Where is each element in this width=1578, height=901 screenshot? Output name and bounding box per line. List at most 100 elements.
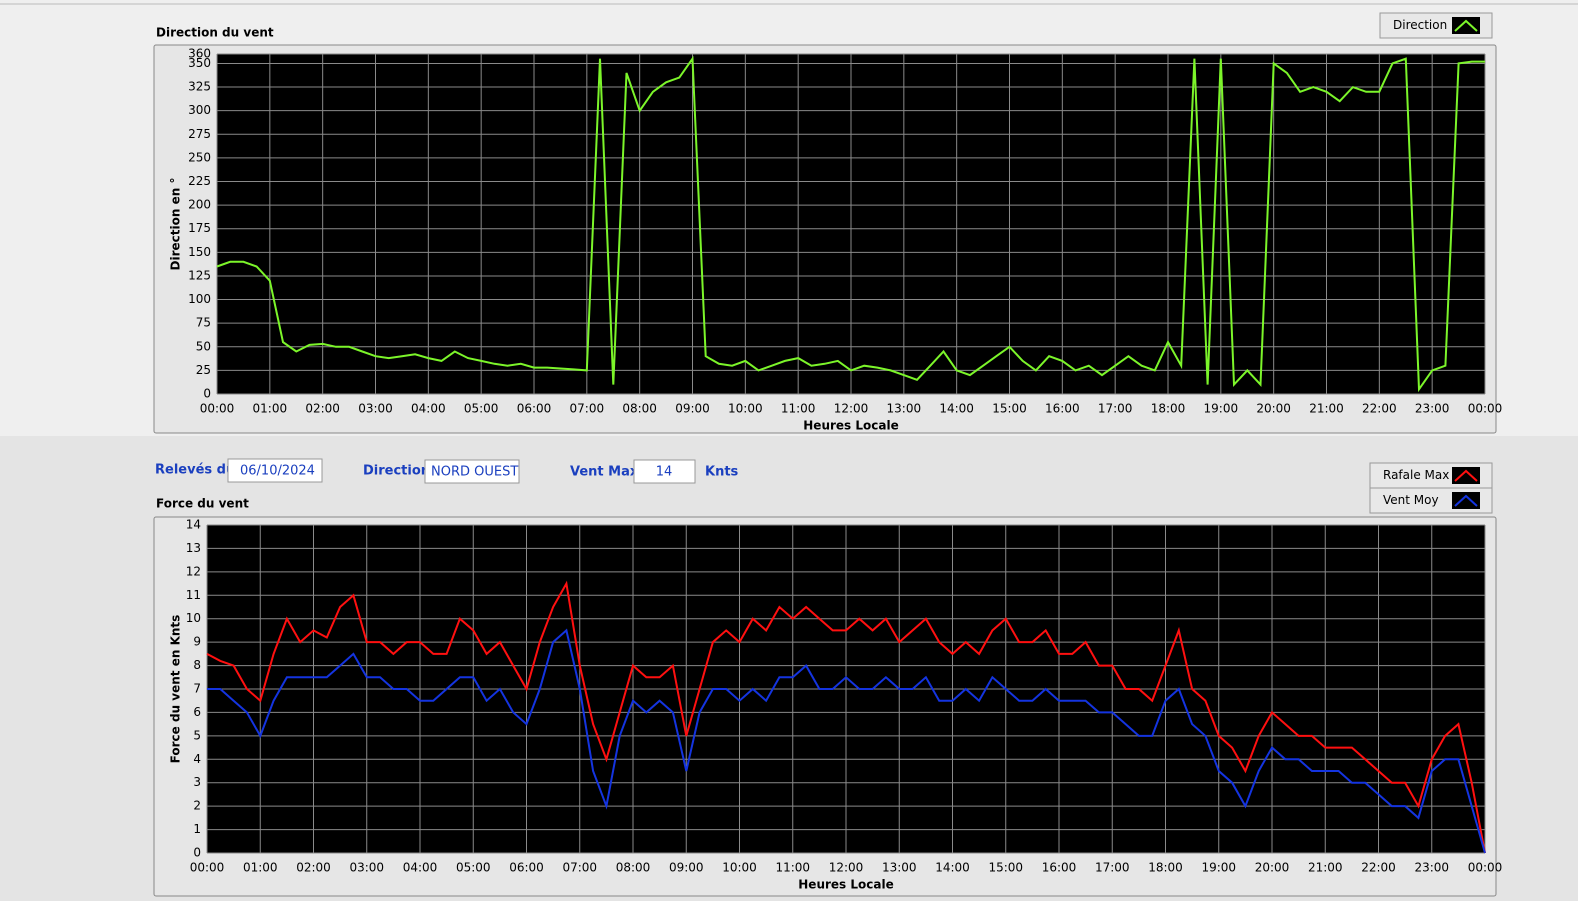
y-tick-label: 360 <box>188 47 211 61</box>
x-tick-label: 00:00 <box>200 402 235 416</box>
x-tick-label: 05:00 <box>456 861 491 875</box>
x-tick-label: 15:00 <box>988 861 1023 875</box>
legend-label: Vent Moy <box>1383 493 1439 507</box>
y-tick-label: 350 <box>188 56 211 70</box>
y-tick-label: 3 <box>193 775 201 789</box>
y-tick-label: 0 <box>193 846 201 860</box>
x-tick-label: 10:00 <box>722 861 757 875</box>
x-tick-label: 07:00 <box>570 402 605 416</box>
y-tick-label: 0 <box>203 387 211 401</box>
y-tick-label: 12 <box>186 564 201 578</box>
y-tick-label: 9 <box>193 635 201 649</box>
y-tick-label: 11 <box>186 588 201 602</box>
y-tick-label: 100 <box>188 292 211 306</box>
y-tick-label: 14 <box>186 518 201 532</box>
x-tick-label: 16:00 <box>1042 861 1077 875</box>
x-tick-label: 21:00 <box>1309 402 1344 416</box>
x-tick-label: 09:00 <box>669 861 704 875</box>
x-tick-label: 19:00 <box>1204 402 1239 416</box>
x-tick-label: 00:00 <box>190 861 225 875</box>
direction-label: Direction <box>363 464 430 479</box>
legend-icon <box>1452 492 1480 509</box>
x-tick-label: 02:00 <box>305 402 340 416</box>
vent-max-value: 14 <box>656 465 673 480</box>
series-line <box>206 580 1486 854</box>
y-tick-label: 125 <box>188 268 211 282</box>
x-tick-label: 14:00 <box>935 861 970 875</box>
x-tick-label: 00:00 <box>1468 402 1503 416</box>
releves-label: Relevés du <box>155 463 235 478</box>
x-tick-label: 04:00 <box>403 861 438 875</box>
x-tick-label: 22:00 <box>1361 861 1396 875</box>
x-tick-label: 06:00 <box>517 402 552 416</box>
x-tick-label: 13:00 <box>887 402 922 416</box>
y-tick-label: 2 <box>193 799 201 813</box>
x-tick-label: 15:00 <box>992 402 1027 416</box>
series-line <box>216 55 1485 393</box>
x-tick-label: 05:00 <box>464 402 499 416</box>
y-tick-label: 200 <box>188 198 211 212</box>
x-tick-label: 11:00 <box>775 861 810 875</box>
legend-label: Direction <box>1393 18 1447 32</box>
x-tick-label: 16:00 <box>1045 402 1080 416</box>
x-tick-label: 02:00 <box>296 861 331 875</box>
y-tick-label: 300 <box>188 103 211 117</box>
y-tick-label: 7 <box>193 682 201 696</box>
x-tick-label: 11:00 <box>781 402 816 416</box>
x-tick-label: 03:00 <box>358 402 393 416</box>
x-tick-label: 03:00 <box>349 861 384 875</box>
x-tick-label: 13:00 <box>882 861 917 875</box>
x-axis-label: Heures Locale <box>803 419 898 433</box>
x-tick-label: 14:00 <box>939 402 974 416</box>
y-axis-label: Direction en ° <box>169 178 183 271</box>
x-tick-label: 07:00 <box>562 861 597 875</box>
direction-value: NORD OUEST <box>431 465 518 480</box>
x-tick-label: 18:00 <box>1148 861 1183 875</box>
y-tick-label: 1 <box>193 822 201 836</box>
x-tick-label: 20:00 <box>1256 402 1291 416</box>
y-tick-label: 6 <box>193 705 201 719</box>
series-line <box>207 628 1486 854</box>
y-tick-label: 275 <box>188 127 211 141</box>
x-tick-label: 08:00 <box>622 402 657 416</box>
x-tick-label: 00:00 <box>1468 861 1503 875</box>
y-tick-label: 225 <box>188 174 211 188</box>
legend-swatch <box>1454 19 1478 32</box>
x-tick-label: 01:00 <box>243 861 278 875</box>
legend-swatch <box>1454 494 1478 507</box>
y-tick-label: 325 <box>188 80 211 94</box>
unit-label: Knts <box>705 465 739 480</box>
x-tick-label: 12:00 <box>829 861 864 875</box>
legend-icon <box>1452 17 1480 34</box>
y-tick-label: 25 <box>196 363 211 377</box>
x-tick-label: 21:00 <box>1308 861 1343 875</box>
x-tick-label: 19:00 <box>1201 861 1236 875</box>
vent-max-field[interactable] <box>633 459 696 484</box>
direction-field[interactable] <box>424 459 520 484</box>
date-field[interactable] <box>227 458 323 483</box>
legend-swatch <box>1454 469 1478 482</box>
x-tick-label: 10:00 <box>728 402 763 416</box>
x-tick-label: 17:00 <box>1098 402 1133 416</box>
y-tick-label: 13 <box>186 541 201 555</box>
date-value: 06/10/2024 <box>240 464 315 479</box>
chart-title: Direction du vent <box>156 26 274 40</box>
x-tick-label: 04:00 <box>411 402 446 416</box>
y-tick-label: 75 <box>196 316 211 330</box>
y-tick-label: 175 <box>188 221 211 235</box>
x-tick-label: 23:00 <box>1415 402 1450 416</box>
x-tick-label: 23:00 <box>1414 861 1449 875</box>
y-tick-label: 150 <box>188 245 211 259</box>
x-tick-label: 01:00 <box>253 402 288 416</box>
legend-label: Rafale Max <box>1383 468 1449 482</box>
y-tick-label: 10 <box>186 611 201 625</box>
vent-max-label: Vent Max <box>570 465 639 480</box>
x-tick-label: 09:00 <box>675 402 710 416</box>
chart-title: Force du vent <box>156 497 249 511</box>
x-axis-label: Heures Locale <box>798 878 893 892</box>
y-tick-label: 250 <box>188 150 211 164</box>
x-tick-label: 17:00 <box>1095 861 1130 875</box>
y-tick-label: 50 <box>196 339 211 353</box>
x-tick-label: 12:00 <box>834 402 869 416</box>
